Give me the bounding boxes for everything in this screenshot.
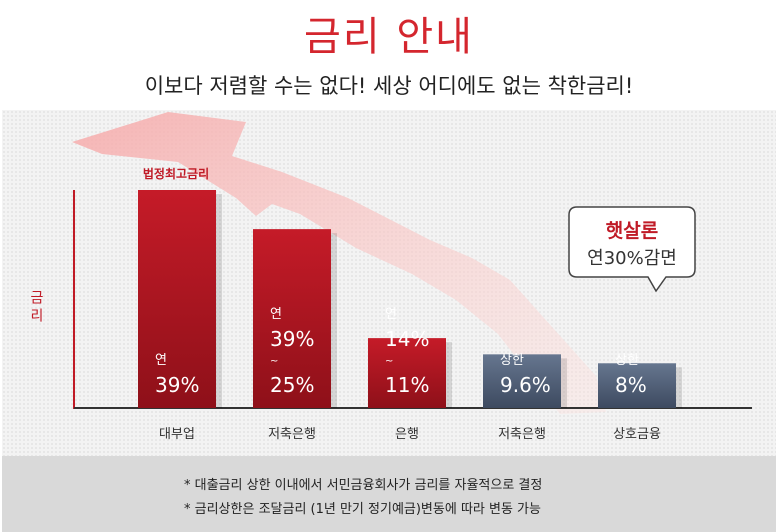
y-axis-label: 금리 (28, 290, 44, 326)
bar-label: ~ (385, 356, 393, 367)
category-label: 은행 (395, 426, 419, 442)
bar-label: 14% (385, 327, 429, 351)
callout-bubble: 햇살론 연30%감면 (568, 206, 696, 292)
bar (253, 229, 331, 408)
bar-label: 연 (155, 353, 167, 368)
bar-label: 8% (615, 373, 647, 397)
bar-shadow (331, 233, 337, 408)
category-label: 대부업 (159, 427, 195, 442)
bar-shadow (561, 358, 567, 408)
bar-label: 상한 (500, 353, 524, 368)
callout-text: 연30%감면 (587, 248, 677, 269)
bar-label: 상한 (615, 353, 639, 368)
note-1: * 대출금리 상한 이내에서 서민금융회사가 금리를 자율적으로 결정 (184, 478, 543, 493)
note-2: * 금리상한은 조달금리 (1년 만기 정기예금)변동에 따라 변동 가능 (184, 502, 541, 517)
bar-label: 39% (270, 327, 314, 351)
bar-label: ~ (270, 356, 278, 367)
bar (483, 354, 561, 408)
bar-label: 9.6% (500, 373, 551, 397)
page-subtitle: 이보다 저렴할 수는 없다! 세상 어디에도 없는 착한금리! (144, 74, 634, 98)
bar-label: 25% (270, 373, 314, 397)
bar-label: 연 (385, 307, 397, 322)
category-label: 상호금융 (613, 427, 661, 442)
bar-shadow (446, 342, 452, 408)
bar-shadow (216, 194, 222, 408)
bar-label: 연 (270, 307, 282, 322)
bar (368, 338, 446, 408)
callout-title: 햇살론 (605, 220, 659, 242)
bar-label: 39% (155, 373, 199, 397)
bar-shadow (676, 367, 682, 408)
category-label: 저축은행 (498, 426, 546, 442)
bar (138, 190, 216, 408)
legal-max-annotation: 법정최고금리 (143, 166, 209, 181)
category-label: 저축은행 (268, 426, 316, 442)
bar-label: 11% (385, 373, 429, 397)
page-title: 금리 안내 (304, 14, 474, 60)
footer-notes: * 대출금리 상한 이내에서 서민금융회사가 금리를 자율적으로 결정 * 금리… (2, 456, 776, 532)
bar (598, 363, 676, 408)
